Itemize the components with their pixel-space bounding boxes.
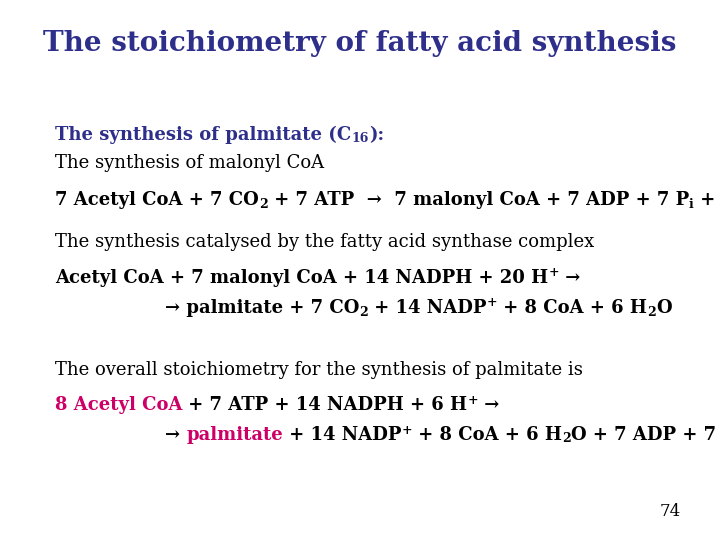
Text: → palmitate + 7 CO: → palmitate + 7 CO [165, 299, 359, 317]
Text: + 7 ATP + 14 NADPH + 6 H: + 7 ATP + 14 NADPH + 6 H [182, 396, 467, 414]
Text: 7 Acetyl CoA + 7 CO: 7 Acetyl CoA + 7 CO [55, 191, 258, 209]
Text: Acetyl CoA + 7 malonyl CoA + 14 NADPH + 20 H: Acetyl CoA + 7 malonyl CoA + 14 NADPH + … [55, 269, 548, 287]
Text: +: + [548, 267, 559, 280]
Text: →: → [165, 426, 186, 444]
Text: 2: 2 [258, 198, 268, 211]
Text: ):: ): [369, 126, 384, 144]
Text: The overall stoichiometry for the synthesis of palmitate is: The overall stoichiometry for the synthe… [55, 361, 583, 379]
Text: +: + [467, 394, 478, 407]
Text: The stoichiometry of fatty acid synthesis: The stoichiometry of fatty acid synthesi… [43, 30, 677, 57]
Text: + 14 NADP: + 14 NADP [368, 299, 487, 317]
Text: 8 Acetyl CoA: 8 Acetyl CoA [55, 396, 182, 414]
Text: +: + [402, 423, 413, 436]
Text: →: → [478, 396, 500, 414]
Text: + 7 ATP  →  7 malonyl CoA + 7 ADP + 7 P: + 7 ATP → 7 malonyl CoA + 7 ADP + 7 P [268, 191, 689, 209]
Text: i: i [689, 198, 693, 211]
Text: + 8 CoA + 6 H: + 8 CoA + 6 H [498, 299, 647, 317]
Text: 74: 74 [660, 503, 680, 520]
Text: +: + [487, 296, 498, 309]
Text: 2: 2 [647, 306, 656, 319]
Text: O: O [656, 299, 672, 317]
Text: 16: 16 [351, 132, 369, 145]
Text: + 8 CoA + 6 H: + 8 CoA + 6 H [413, 426, 562, 444]
Text: The synthesis of palmitate (C: The synthesis of palmitate (C [55, 126, 351, 144]
Text: The synthesis of malonyl CoA: The synthesis of malonyl CoA [55, 154, 324, 172]
Text: →: → [559, 269, 580, 287]
Text: 2: 2 [359, 306, 368, 319]
Text: O + 7 ADP + 7 P: O + 7 ADP + 7 P [571, 426, 720, 444]
Text: + 14 H: + 14 H [693, 191, 720, 209]
Text: palmitate: palmitate [186, 426, 283, 444]
Text: + 14 NADP: + 14 NADP [283, 426, 402, 444]
Text: 2: 2 [562, 433, 571, 446]
Text: The synthesis catalysed by the fatty acid synthase complex: The synthesis catalysed by the fatty aci… [55, 233, 594, 251]
